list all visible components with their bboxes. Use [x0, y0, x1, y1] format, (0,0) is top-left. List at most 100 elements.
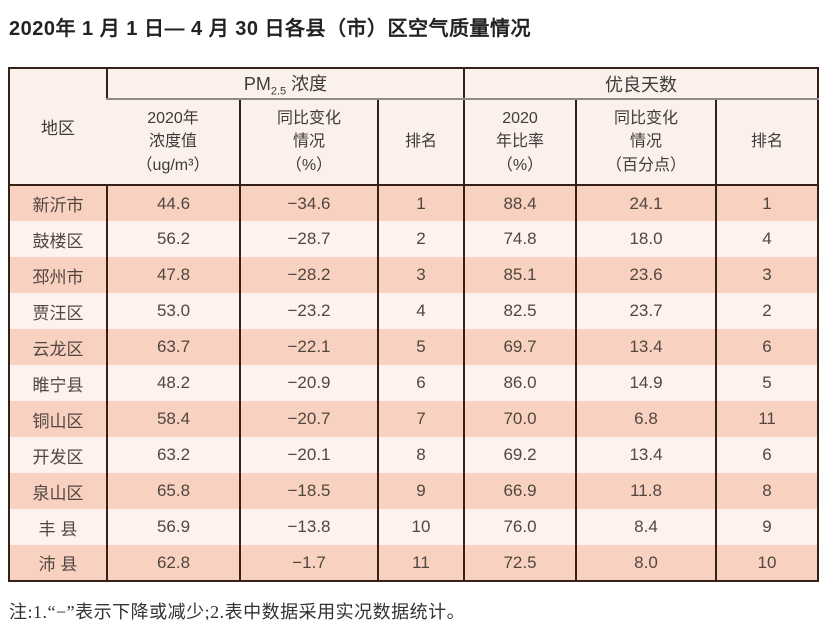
good-rank-cell: 2	[714, 293, 819, 329]
good-change-cell: 8.4	[575, 509, 716, 545]
pm-change-cell: −1.7	[239, 545, 378, 581]
pm-rank-cell: 11	[377, 545, 464, 581]
column-header-good-rank: 排名	[714, 99, 819, 186]
sub-header-row: 2020年 浓度值 （ug/m³） 同比变化 情况 （%） 排名 2020 年比…	[9, 99, 819, 186]
column-header-region: 地区	[9, 68, 107, 186]
pm-value-cell: 56.9	[106, 509, 240, 545]
good-rate-cell: 76.0	[463, 509, 576, 545]
table-row: 新沂市 44.6 −34.6 1 88.4 24.1 1	[9, 185, 819, 221]
region-cell: 开发区	[32, 447, 84, 467]
pm-change-cell: −20.1	[239, 437, 378, 473]
table-row: 沛 县 62.8 −1.7 11 72.5 8.0 10	[9, 545, 819, 581]
table-row: 铜山区 58.4 −20.7 7 70.0 6.8 11	[9, 401, 819, 437]
pm-value-cell: 44.6	[106, 185, 240, 221]
pm-value-cell: 65.8	[106, 473, 240, 509]
good-rate-cell: 86.0	[463, 365, 576, 401]
air-quality-table: 地区 PM2.5 浓度 优良天数 2020年 浓度值 （ug/m³） 同比变化 …	[8, 67, 820, 582]
pm-value-cell: 63.7	[106, 329, 240, 365]
pm-rank-cell: 10	[377, 509, 464, 545]
table-row: 云龙区 63.7 −22.1 5 69.7 13.4 6	[9, 329, 819, 365]
good-rate-cell: 85.1	[463, 257, 576, 293]
region-cell: 丰 县	[38, 519, 78, 539]
pm-rank-cell: 6	[377, 365, 464, 401]
region-cell: 睢宁县	[32, 375, 84, 395]
table-row: 邳州市 47.8 −28.2 3 85.1 23.6 3	[9, 257, 819, 293]
good-rank-cell: 6	[714, 329, 819, 365]
air-quality-table-wrapper: 地区 PM2.5 浓度 优良天数 2020年 浓度值 （ug/m³） 同比变化 …	[8, 67, 820, 582]
good-rate-cell: 66.9	[463, 473, 576, 509]
table-row: 睢宁县 48.2 −20.9 6 86.0 14.9 5	[9, 365, 819, 401]
table-body: 新沂市 44.6 −34.6 1 88.4 24.1 1 鼓楼区 56.2 −28.7 2 74.8 1…	[9, 185, 819, 581]
pm-change-cell: −13.8	[239, 509, 378, 545]
region-cell: 泉山区	[32, 483, 84, 503]
good-rate-cell: 69.7	[463, 329, 576, 365]
region-cell: 新沂市	[32, 196, 84, 215]
good-rank-cell: 10	[714, 545, 819, 581]
pm-change-cell: −23.2	[239, 293, 378, 329]
pm-change-cell: −28.7	[239, 221, 378, 257]
good-rank-cell: 3	[714, 257, 819, 293]
pm-rank-cell: 8	[377, 437, 464, 473]
pm-rank-cell: 5	[377, 329, 464, 365]
pm-value-cell: 63.2	[106, 437, 240, 473]
pm-change-cell: −28.2	[239, 257, 378, 293]
column-header-good-change: 同比变化 情况 （百分点）	[575, 99, 716, 186]
footnote: 注:1.“−”表示下降或减少;2.表中数据采用实况数据统计。	[9, 602, 466, 620]
page-title: 2020年 1 月 1 日— 4 月 30 日各县（市）区空气质量情况	[9, 18, 532, 40]
pm-change-cell: −20.9	[239, 365, 378, 401]
table-row: 丰 县 56.9 −13.8 10 76.0 8.4 9	[9, 509, 819, 545]
column-header-pm-rank: 排名	[377, 99, 464, 186]
region-cell: 沛 县	[38, 555, 78, 574]
good-rank-cell: 1	[714, 185, 819, 221]
region-cell: 铜山区	[32, 411, 84, 431]
good-rank-cell: 9	[714, 509, 819, 545]
pm-change-cell: −18.5	[239, 473, 378, 509]
table-row: 开发区 63.2 −20.1 8 69.2 13.4 6	[9, 437, 819, 473]
pm-value-cell: 53.0	[106, 293, 240, 329]
good-rank-cell: 5	[714, 365, 819, 401]
good-change-cell: 14.9	[575, 365, 716, 401]
table-header: 地区 PM2.5 浓度 优良天数 2020年 浓度值 （ug/m³） 同比变化 …	[9, 68, 819, 186]
good-rank-cell: 8	[714, 473, 819, 509]
good-change-cell: 18.0	[575, 221, 716, 257]
good-rank-cell: 6	[714, 437, 819, 473]
table-row: 贾汪区 53.0 −23.2 4 82.5 23.7 2	[9, 293, 819, 329]
column-group-pm25: PM2.5 浓度	[106, 68, 464, 100]
pm-value-cell: 58.4	[106, 401, 240, 437]
pm-rank-cell: 2	[377, 221, 464, 257]
table-row: 泉山区 65.8 −18.5 9 66.9 11.8 8	[9, 473, 819, 509]
pm-rank-cell: 3	[377, 257, 464, 293]
good-rank-cell: 11	[714, 401, 819, 437]
pm25-label: PM2.5 浓度	[243, 73, 328, 98]
region-cell: 邳州市	[32, 267, 84, 287]
good-rate-cell: 72.5	[463, 545, 576, 581]
pm-value-cell: 47.8	[106, 257, 240, 293]
good-rate-cell: 88.4	[463, 185, 576, 221]
region-cell: 云龙区	[32, 339, 84, 359]
pm-rank-cell: 7	[377, 401, 464, 437]
good-change-cell: 8.0	[575, 545, 716, 581]
pm-value-cell: 48.2	[106, 365, 240, 401]
region-cell: 鼓楼区	[32, 231, 84, 251]
good-change-cell: 23.7	[575, 293, 716, 329]
column-header-pm-change: 同比变化 情况 （%）	[239, 99, 378, 186]
column-header-good-rate: 2020 年比率 （%）	[463, 99, 576, 186]
pm-rank-cell: 9	[377, 473, 464, 509]
column-header-pm-value: 2020年 浓度值 （ug/m³）	[107, 99, 240, 186]
good-rate-cell: 82.5	[463, 293, 576, 329]
pm-change-cell: −22.1	[239, 329, 378, 365]
pm-rank-cell: 1	[377, 185, 464, 221]
good-rank-cell: 4	[714, 221, 819, 257]
good-rate-cell: 70.0	[463, 401, 576, 437]
good-change-cell: 23.6	[575, 257, 716, 293]
table-row: 鼓楼区 56.2 −28.7 2 74.8 18.0 4	[9, 221, 819, 257]
good-change-cell: 24.1	[575, 185, 716, 221]
pm-value-cell: 56.2	[106, 221, 240, 257]
region-cell: 贾汪区	[32, 303, 84, 323]
good-change-cell: 13.4	[575, 329, 716, 365]
pm-rank-cell: 4	[377, 293, 464, 329]
good-rate-cell: 69.2	[463, 437, 576, 473]
group-header-row: 地区 PM2.5 浓度 优良天数	[9, 68, 819, 186]
pm-change-cell: −20.7	[239, 401, 378, 437]
